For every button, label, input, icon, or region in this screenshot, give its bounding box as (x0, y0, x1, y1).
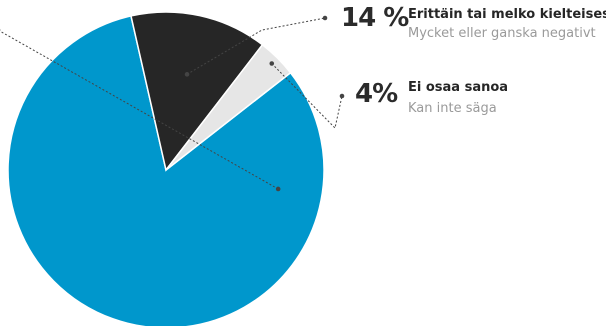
negative-label-swedish: Mycket eller ganska negativt (408, 26, 596, 41)
negative-label-finnish: Erittäin tai melko kielteisesti (408, 7, 606, 22)
dont-know-percentage-label: 4% (355, 79, 398, 109)
dont-know-leader-line (271, 63, 343, 130)
negative-percentage-label: 14 % (341, 3, 409, 33)
positive-leader-dot (275, 186, 281, 192)
dont-know-leader-dot (269, 61, 275, 66)
dont-know-label-swedish: Kan inte säga (408, 101, 497, 116)
negative-leader-dot (184, 72, 190, 77)
negative-leader-dot (322, 15, 328, 21)
pie-slice-negative (130, 11, 264, 172)
positive-leader-line (0, 30, 279, 190)
negative-leader-line (186, 17, 326, 75)
dont-know-label-finnish: Ei osaa sanoa (408, 80, 509, 95)
pie-slice-dont-know (165, 43, 292, 171)
dont-know-leader-dot (339, 93, 345, 99)
